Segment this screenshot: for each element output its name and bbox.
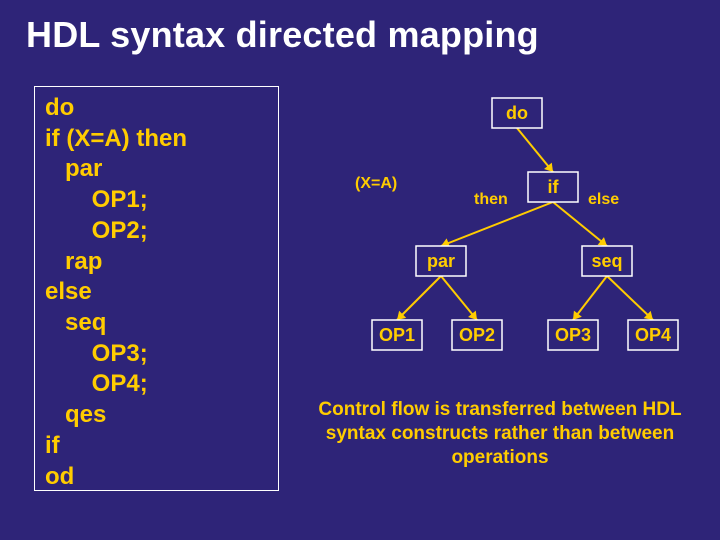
svg-text:par: par <box>427 251 455 271</box>
svg-text:OP2: OP2 <box>459 325 495 345</box>
edge-label: else <box>588 191 619 208</box>
code-listing: do if (X=A) then par OP1; OP2; rap else … <box>34 86 279 491</box>
slide: HDL syntax directed mapping do if (X=A) … <box>0 0 720 540</box>
svg-text:if: if <box>548 177 560 197</box>
svg-text:OP1: OP1 <box>379 325 415 345</box>
tree-node-par: par <box>416 246 466 276</box>
tree-node-op3: OP3 <box>548 320 598 350</box>
slide-title: HDL syntax directed mapping <box>26 14 539 56</box>
svg-text:do: do <box>506 103 528 123</box>
svg-text:OP3: OP3 <box>555 325 591 345</box>
edge-label: (X=A) <box>355 175 397 192</box>
caption-text: Control flow is transferred between HDL … <box>298 398 702 469</box>
tree-node-do: do <box>492 98 542 128</box>
tree-node-seq: seq <box>582 246 632 276</box>
svg-text:OP4: OP4 <box>635 325 671 345</box>
tree-node-op4: OP4 <box>628 320 678 350</box>
tree-node-op2: OP2 <box>452 320 502 350</box>
edge-label: then <box>474 191 508 208</box>
tree-node-if: if <box>528 172 578 202</box>
tree-node-op1: OP1 <box>372 320 422 350</box>
syntax-tree-diagram: (X=A) then else do if par seq OP1 OP2 OP3 OP4 <box>300 86 700 356</box>
svg-text:seq: seq <box>591 251 622 271</box>
